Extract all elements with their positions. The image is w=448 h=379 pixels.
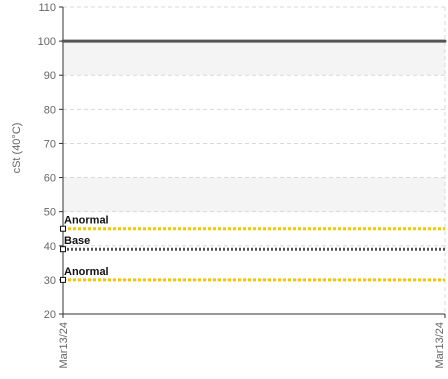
y-tick-label: 20 bbox=[44, 309, 56, 321]
y-tick-label: 50 bbox=[44, 207, 56, 219]
reference-lines bbox=[60, 225, 445, 283]
background-band bbox=[63, 41, 445, 76]
reference-line-label: Anormal bbox=[64, 266, 109, 278]
axes: 20 30 40 50 60 70 80 90 100 110 Mar13/24 Mar13/24 bbox=[38, 2, 446, 368]
grid bbox=[62, 6, 446, 314]
y-tick-label: 60 bbox=[44, 173, 56, 185]
x-tick-label: Mar13/24 bbox=[58, 322, 70, 368]
y-tick-label: 80 bbox=[44, 104, 56, 116]
labels: Anormal Base Anormal bbox=[64, 215, 109, 278]
data-point bbox=[443, 39, 447, 43]
x-tick-label: Mar13/24 bbox=[434, 322, 446, 368]
reference-marker bbox=[60, 246, 66, 253]
y-tick-label: 30 bbox=[44, 275, 56, 287]
background-band bbox=[63, 177, 445, 212]
y-tick-label: 40 bbox=[44, 241, 56, 253]
y-tick-label: 100 bbox=[38, 36, 56, 48]
data-point bbox=[61, 39, 65, 43]
series bbox=[61, 39, 447, 43]
y-tick-label: 70 bbox=[44, 138, 56, 150]
reference-line-label: Base bbox=[64, 235, 90, 247]
background-bands bbox=[63, 41, 445, 212]
y-tick-label: 90 bbox=[44, 70, 56, 82]
reference-marker bbox=[60, 225, 66, 232]
reference-marker bbox=[60, 276, 66, 283]
reference-line-label: Anormal bbox=[64, 215, 109, 227]
y-axis-label: cSt (40°C) bbox=[11, 123, 23, 174]
y-tick-label: 110 bbox=[38, 2, 56, 14]
